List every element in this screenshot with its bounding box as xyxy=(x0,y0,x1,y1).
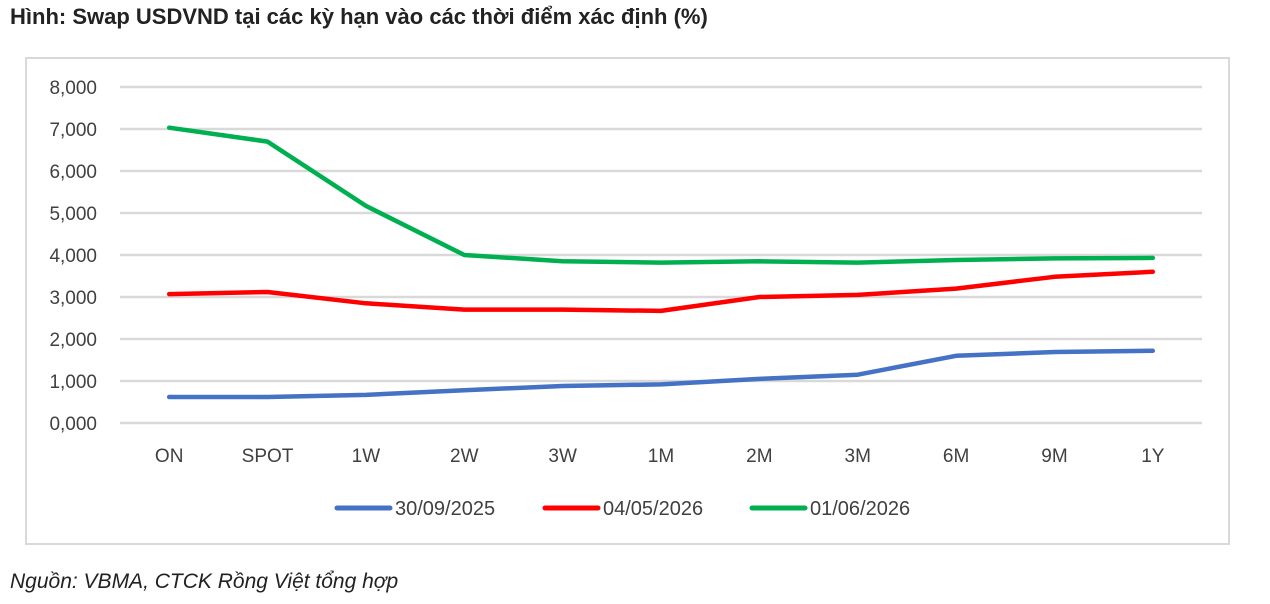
legend: 30/09/2025 04/05/2026 01/06/2026 xyxy=(334,498,910,520)
x-tick-label: 3W xyxy=(548,446,577,467)
y-tick-label: 5,000 xyxy=(49,204,97,225)
y-tick-label: 3,000 xyxy=(49,288,97,309)
x-tick-label: SPOT xyxy=(242,446,294,467)
series-lines xyxy=(166,125,1156,400)
x-tick-label: 1M xyxy=(648,446,674,467)
x-tick-label: 9M xyxy=(1041,446,1067,467)
y-tick-label: 0,000 xyxy=(49,414,97,435)
y-tick-label: 2,000 xyxy=(49,330,97,351)
y-tick-label: 7,000 xyxy=(49,120,97,141)
legend-label: 04/05/2026 xyxy=(603,498,703,520)
x-tick-label: 2W xyxy=(450,446,479,467)
x-tick-label: 6M xyxy=(943,446,969,467)
series-line-2 xyxy=(166,269,1156,314)
series-line-3 xyxy=(166,125,1156,265)
y-axis-ticks: 0,000 1,000 2,000 3,000 4,000 5,000 6,000 7,000… xyxy=(49,78,97,435)
x-tick-label: 3M xyxy=(845,446,871,467)
x-tick-label: 2M xyxy=(746,446,772,467)
legend-label: 01/06/2026 xyxy=(810,498,910,520)
figure-title: Hình: Swap USDVND tại các kỳ hạn vào các… xyxy=(10,4,708,29)
chart-frame xyxy=(25,57,1230,545)
x-tick-label: ON xyxy=(155,446,184,467)
y-tick-label: 4,000 xyxy=(49,246,97,267)
x-tick-label: 1W xyxy=(352,446,381,467)
gridlines xyxy=(120,85,1202,425)
source-note: Nguồn: VBMA, CTCK Rồng Việt tổng hợp xyxy=(10,570,399,593)
y-tick-label: 8,000 xyxy=(49,78,97,99)
y-tick-label: 6,000 xyxy=(49,162,97,183)
y-tick-label: 1,000 xyxy=(49,372,97,393)
x-tick-label: 1Y xyxy=(1141,446,1165,467)
series-line-1 xyxy=(166,348,1156,400)
legend-label: 30/09/2025 xyxy=(395,498,495,520)
x-axis-ticks: ON SPOT 1W 2W 3W 1M 2M 3M 6M 9M 1Y xyxy=(155,446,1165,467)
